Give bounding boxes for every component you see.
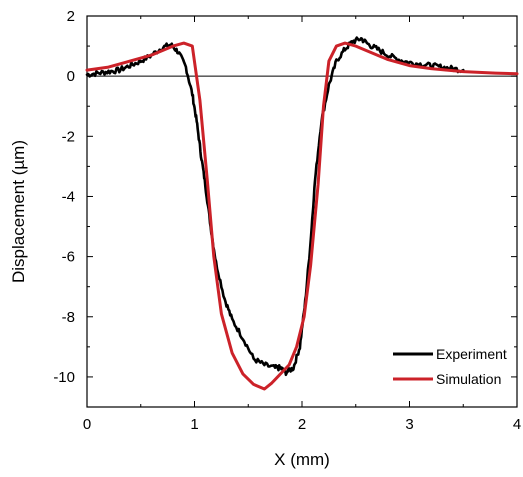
- y-tick-label-0: 2: [67, 8, 75, 25]
- series-line-simulation: [85, 41, 519, 391]
- y-tick-label-1: 0: [67, 68, 75, 85]
- legend-label-experiment: Experiment: [436, 346, 507, 362]
- legend: Experiment Simulation: [393, 346, 507, 387]
- x-axis-label: X (mm): [274, 450, 330, 469]
- x-tick-label-4: 4: [513, 416, 521, 433]
- y-tick-label-2: -2: [62, 128, 75, 145]
- y-tick-label-5: -8: [62, 309, 75, 326]
- series-line-experiment: [85, 36, 465, 377]
- x-tick-label-2: 2: [298, 416, 306, 433]
- y-tick-label-3: -4: [62, 188, 75, 205]
- axes-layer: 0 1 2 3 4 2 0 -2 -4 -6 -8 -10: [53, 8, 521, 433]
- y-tick-label-6: -10: [53, 369, 75, 386]
- x-tick-label-1: 1: [190, 416, 198, 433]
- x-tick-label-3: 3: [405, 416, 413, 433]
- x-tick-label-0: 0: [83, 416, 91, 433]
- y-axis-label: Displacement (µm): [9, 140, 28, 283]
- legend-label-simulation: Simulation: [436, 371, 501, 387]
- series-layer: [85, 36, 519, 391]
- y-tick-label-4: -6: [62, 249, 75, 266]
